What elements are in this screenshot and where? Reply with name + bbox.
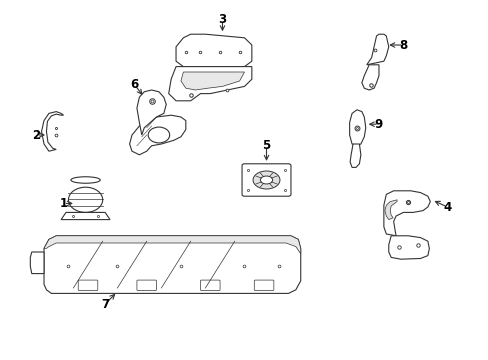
Text: 4: 4 xyxy=(443,201,450,213)
Polygon shape xyxy=(41,112,63,151)
Circle shape xyxy=(148,127,169,143)
Polygon shape xyxy=(181,72,244,90)
Text: 7: 7 xyxy=(101,298,109,311)
Polygon shape xyxy=(44,236,300,293)
Polygon shape xyxy=(61,212,110,220)
Polygon shape xyxy=(366,34,388,65)
Polygon shape xyxy=(176,34,251,67)
Polygon shape xyxy=(349,110,365,146)
Ellipse shape xyxy=(71,177,100,183)
FancyBboxPatch shape xyxy=(137,280,156,291)
Text: 3: 3 xyxy=(218,13,226,26)
Polygon shape xyxy=(137,90,166,135)
Polygon shape xyxy=(361,65,378,90)
Polygon shape xyxy=(168,67,251,101)
FancyBboxPatch shape xyxy=(254,280,273,291)
FancyBboxPatch shape xyxy=(200,280,220,291)
Polygon shape xyxy=(349,144,360,167)
Polygon shape xyxy=(388,236,428,259)
Text: 6: 6 xyxy=(130,78,138,91)
Text: 2: 2 xyxy=(33,129,41,141)
Polygon shape xyxy=(30,252,44,274)
Text: 5: 5 xyxy=(262,139,270,152)
Polygon shape xyxy=(44,236,300,254)
Ellipse shape xyxy=(260,176,272,184)
Text: 1: 1 xyxy=(60,197,67,210)
FancyBboxPatch shape xyxy=(242,164,290,196)
Ellipse shape xyxy=(68,187,102,212)
Text: 8: 8 xyxy=(399,39,407,51)
Text: 9: 9 xyxy=(374,118,382,131)
Polygon shape xyxy=(383,191,429,236)
FancyBboxPatch shape xyxy=(78,280,98,291)
Ellipse shape xyxy=(253,171,279,189)
Polygon shape xyxy=(384,200,396,220)
Polygon shape xyxy=(129,115,185,155)
